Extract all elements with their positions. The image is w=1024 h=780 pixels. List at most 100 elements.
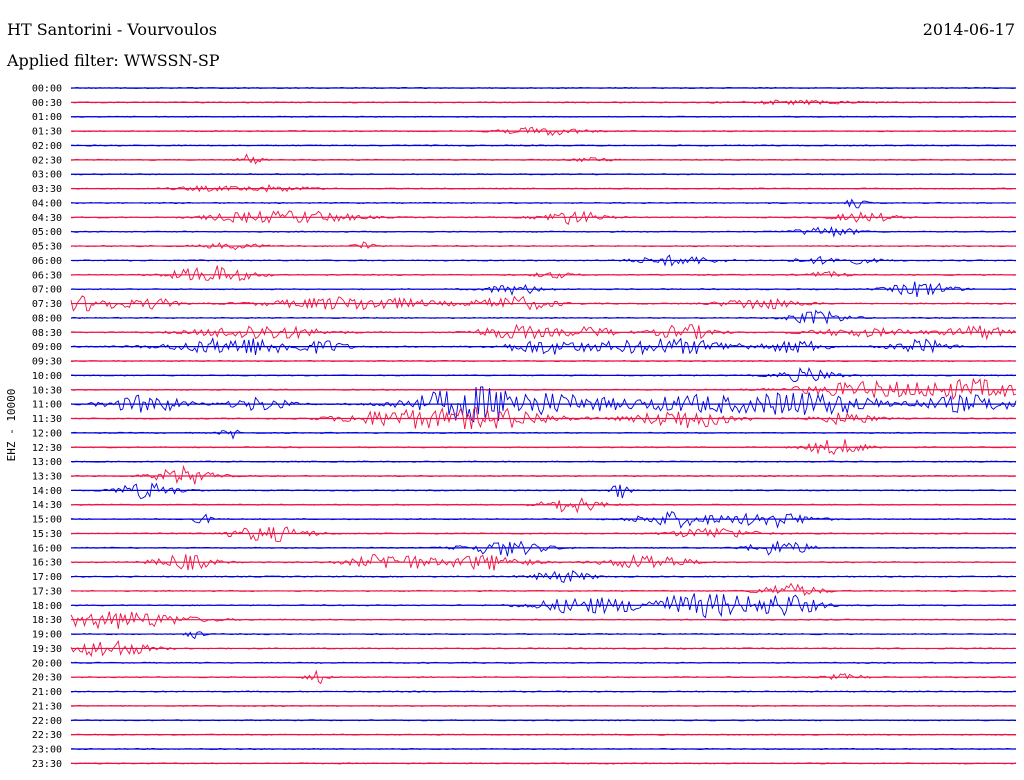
trace-0630 <box>70 265 1017 282</box>
trace-1530 <box>70 526 1017 543</box>
time-label-2230: 22:30 <box>32 730 62 741</box>
trace-1400 <box>70 482 1017 500</box>
trace-0100 <box>70 115 1017 118</box>
time-label-2130: 21:30 <box>32 701 62 712</box>
time-label-1000: 10:00 <box>32 371 62 382</box>
trace-1500 <box>70 510 1017 529</box>
trace-2000 <box>70 661 1017 664</box>
time-label-2000: 20:00 <box>32 658 62 669</box>
time-label-1500: 15:00 <box>32 515 62 526</box>
trace-0500 <box>70 226 1017 238</box>
time-label-0230: 02:30 <box>32 155 62 166</box>
trace-2300 <box>70 747 1017 751</box>
time-label-1830: 18:30 <box>32 615 62 626</box>
trace-0330 <box>70 183 1017 193</box>
filter-line: Applied filter: WWSSN-SP <box>7 51 220 70</box>
time-label-0900: 09:00 <box>32 342 62 353</box>
trace-0400 <box>70 198 1017 209</box>
trace-0830 <box>70 323 1017 341</box>
trace-0530 <box>70 241 1017 251</box>
trace-0130 <box>70 126 1017 136</box>
station-title: HT Santorini - Vourvoulos <box>7 20 217 39</box>
time-label-1900: 19:00 <box>32 630 62 641</box>
trace-1130 <box>70 406 1017 430</box>
trace-2200 <box>70 719 1017 722</box>
time-label-1030: 10:30 <box>32 385 62 396</box>
trace-1900 <box>70 631 1017 640</box>
trace-1330 <box>70 464 1017 485</box>
time-labels: 00:00 00:30 01:00 01:30 02:00 02:30 03:00 03:30… <box>32 84 62 770</box>
time-label-0800: 08:00 <box>32 313 62 324</box>
date-label: 2014-06-17 <box>922 20 1015 39</box>
trace-1100 <box>70 386 1017 423</box>
time-label-1630: 16:30 <box>32 558 62 569</box>
trace-0900 <box>70 337 1017 356</box>
trace-1930 <box>70 639 1017 658</box>
time-label-0730: 07:30 <box>32 299 62 310</box>
trace-1430 <box>70 497 1017 514</box>
time-label-0330: 03:30 <box>32 184 62 195</box>
time-label-1200: 12:00 <box>32 428 62 439</box>
trace-0930 <box>70 359 1017 363</box>
time-label-0600: 06:00 <box>32 256 62 267</box>
time-label-0200: 02:00 <box>32 141 62 152</box>
time-label-1930: 19:30 <box>32 644 62 655</box>
trace-2100 <box>70 690 1017 693</box>
time-label-1400: 14:00 <box>32 486 62 497</box>
time-label-1700: 17:00 <box>32 572 62 583</box>
time-label-2200: 22:00 <box>32 716 62 727</box>
time-label-0130: 01:30 <box>32 127 62 138</box>
time-label-0500: 05:00 <box>32 227 62 238</box>
trace-0430 <box>70 210 1017 225</box>
trace-1700 <box>70 570 1017 584</box>
time-label-0430: 04:30 <box>32 213 62 224</box>
trace-0030 <box>70 99 1017 106</box>
trace-1630 <box>70 554 1017 571</box>
trace-1000 <box>71 367 1017 383</box>
time-label-0100: 01:00 <box>32 112 62 123</box>
trace-0300 <box>70 173 1017 176</box>
trace-1600 <box>70 540 1017 557</box>
trace-0600 <box>70 254 1017 267</box>
filter-value: WWSSN-SP <box>123 51 220 70</box>
trace-2230 <box>70 733 1017 736</box>
trace-1730 <box>70 582 1017 596</box>
time-label-1430: 14:30 <box>32 500 62 511</box>
trace-2130 <box>70 704 1016 708</box>
time-label-0630: 06:30 <box>32 270 62 281</box>
time-label-1730: 17:30 <box>32 586 62 597</box>
trace-0000 <box>70 86 1017 90</box>
trace-1200 <box>70 429 1017 440</box>
time-label-1300: 13:00 <box>32 457 62 468</box>
y-axis-label: EHZ - 10000 <box>5 389 18 462</box>
time-label-1530: 15:30 <box>32 529 62 540</box>
trace-1830 <box>70 611 1017 630</box>
time-label-1800: 18:00 <box>32 601 62 612</box>
time-label-2300: 23:00 <box>32 745 62 756</box>
time-label-1230: 12:30 <box>32 443 62 454</box>
time-label-1330: 13:30 <box>32 471 62 482</box>
time-label-2100: 21:00 <box>32 687 62 698</box>
time-label-0700: 07:00 <box>32 285 62 296</box>
trace-0230 <box>70 153 1017 165</box>
time-label-0830: 08:30 <box>32 328 62 339</box>
trace-0700 <box>70 281 1017 297</box>
trace-0800 <box>70 309 1017 325</box>
time-label-0930: 09:30 <box>32 357 62 368</box>
trace-2330 <box>70 762 1017 765</box>
trace-0730 <box>70 295 1017 312</box>
time-label-0300: 03:00 <box>32 170 62 181</box>
time-label-1600: 16:00 <box>32 543 62 554</box>
time-label-1130: 11:30 <box>32 414 62 425</box>
trace-2030 <box>70 669 1017 685</box>
trace-1300 <box>70 460 1017 463</box>
time-label-0000: 00:00 <box>32 84 62 95</box>
time-label-0400: 04:00 <box>32 198 62 209</box>
seismic-traces <box>70 86 1017 765</box>
trace-1030 <box>70 377 1017 401</box>
time-label-0530: 05:30 <box>32 242 62 253</box>
filter-label: Applied filter: <box>7 51 119 70</box>
trace-0200 <box>70 144 1017 147</box>
trace-1230 <box>70 439 1017 456</box>
